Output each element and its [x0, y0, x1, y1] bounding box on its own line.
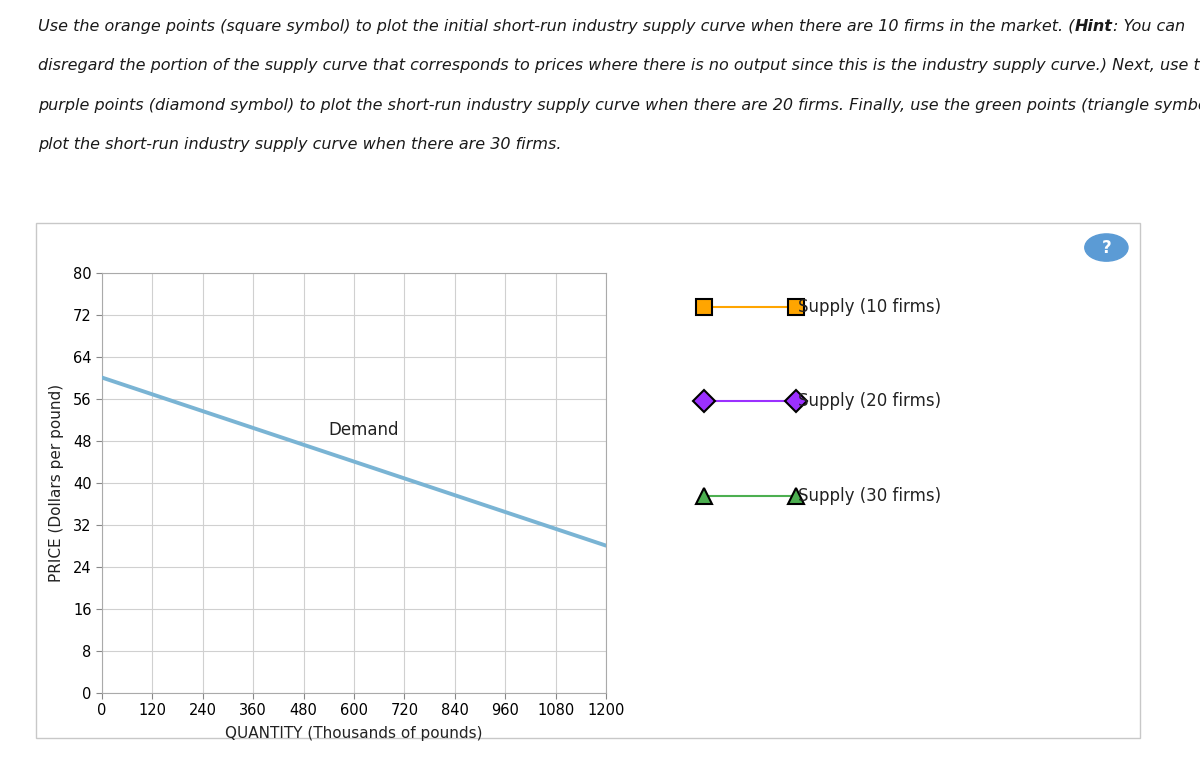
Text: Supply (20 firms): Supply (20 firms) [798, 392, 941, 410]
Y-axis label: PRICE (Dollars per pound): PRICE (Dollars per pound) [49, 384, 65, 581]
Text: Hint: Hint [1075, 19, 1112, 34]
Text: : You can: : You can [1112, 19, 1184, 34]
Text: purple points (diamond symbol) to plot the short-run industry supply curve when : purple points (diamond symbol) to plot t… [38, 98, 1200, 113]
Text: Supply (10 firms): Supply (10 firms) [798, 298, 941, 316]
X-axis label: QUANTITY (Thousands of pounds): QUANTITY (Thousands of pounds) [226, 727, 482, 741]
Text: ?: ? [1102, 238, 1111, 257]
Text: Demand: Demand [329, 422, 400, 439]
Text: Supply (30 firms): Supply (30 firms) [798, 487, 941, 505]
Text: plot the short-run industry supply curve when there are 30 firms.: plot the short-run industry supply curve… [38, 137, 562, 152]
Text: disregard the portion of the supply curve that corresponds to prices where there: disregard the portion of the supply curv… [38, 58, 1200, 73]
Text: Use the orange points (square symbol) to plot the initial short-run industry sup: Use the orange points (square symbol) to… [38, 19, 1075, 34]
